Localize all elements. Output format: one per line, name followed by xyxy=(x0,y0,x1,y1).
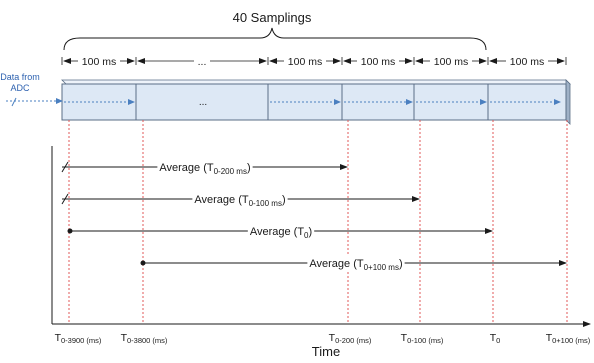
average-label: Average (T0) xyxy=(250,226,312,240)
interval-label: 100 ms xyxy=(288,56,322,68)
time-tick-label: T0-200 (ms) xyxy=(329,332,372,345)
average-arrow-start-dot xyxy=(140,260,146,266)
buffer-top-face xyxy=(61,79,571,85)
average-arrow-break xyxy=(61,161,69,173)
time-tick-label: T0 xyxy=(490,332,501,345)
average-label: Average (T0+100 ms) xyxy=(309,258,402,272)
buffer-side-face xyxy=(565,79,571,125)
interval-label: ... xyxy=(198,56,207,68)
average-arrow-break xyxy=(61,193,69,205)
source-label-line2: ADC xyxy=(10,83,30,93)
average-label: Average (T0-100 ms) xyxy=(194,194,285,208)
interval-label: 100 ms xyxy=(82,56,116,68)
buffer-ellipsis: ... xyxy=(199,97,207,108)
average-label: Average (T0-200 ms) xyxy=(159,162,250,176)
interval-row: 100 ms... 100 ms 100 ms 100 ms 100 ms xyxy=(61,56,567,68)
samplings-title: 40 Samplings xyxy=(233,10,312,25)
source-tick xyxy=(11,97,17,107)
time-tick-label: T0-3900 (ms) xyxy=(55,332,102,345)
time-tick-label: T0-100 (ms) xyxy=(401,332,444,345)
average-arrows: Average (T0-200 ms) Average (T0-100 ms) Av… xyxy=(61,158,567,272)
buffer-strip: ... xyxy=(61,79,571,125)
source-label-line1: Data from xyxy=(0,72,40,82)
time-tick-label: T0+100 (ms) xyxy=(546,332,591,345)
time-tick-labels: T0-3900 (ms) T0-3800 (ms) T0-200 (ms) T0-10… xyxy=(55,332,591,345)
marker-lines xyxy=(68,120,568,324)
average-label-bg xyxy=(192,190,288,206)
interval-label: 100 ms xyxy=(361,56,395,68)
time-tick-label: T0-3800 (ms) xyxy=(121,332,168,345)
interval-label: 100 ms xyxy=(434,56,468,68)
average-label-bg xyxy=(157,158,253,174)
average-label-bg xyxy=(307,254,405,270)
time-axis-label: Time xyxy=(312,344,340,359)
samplings-brace xyxy=(63,27,487,51)
interval-label: 100 ms xyxy=(510,56,544,68)
average-arrow-start-dot xyxy=(67,228,73,234)
average-label-bg xyxy=(247,222,315,238)
